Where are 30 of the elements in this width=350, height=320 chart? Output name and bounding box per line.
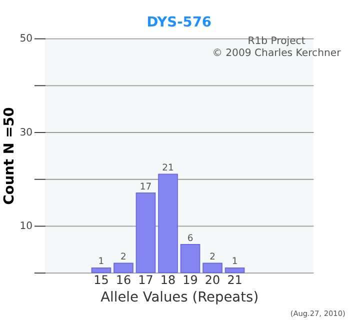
data-label: 1 [232,256,238,268]
chart-title: DYS-576 [146,14,212,30]
data-label: 21 [162,162,174,174]
y-axis-title: Count N =50 [1,107,18,205]
bar [180,244,200,274]
y-tick-label: 10 [20,220,33,232]
bar [202,262,222,274]
y-tick-label: 30 [20,127,33,138]
data-label: 2 [120,252,126,263]
x-tick-label: 19 [182,273,198,288]
y-tick-label: 50 [20,34,33,45]
x-tick-label: 16 [116,273,132,288]
x-axis-title: Allele Values (Repeats) [100,290,259,306]
x-tick-label: 15 [94,273,109,288]
x-tick-label: 21 [227,273,242,288]
data-label: 1 [98,256,104,268]
annotation: R1b Project [248,36,306,47]
data-label: 17 [140,181,152,192]
text: (Aug.27, 2010) [290,308,346,318]
x-tick-label: 20 [204,273,220,288]
bar [158,174,178,274]
annotation: © 2009 Charles Kerchner [212,48,342,59]
x-tick-label: 18 [160,273,176,288]
bar [91,267,112,274]
bar [224,267,245,274]
data-label: 6 [187,232,194,244]
data-label: 2 [210,252,216,263]
bar [114,262,134,274]
x-tick-label: 17 [138,273,154,288]
bar [136,192,156,274]
